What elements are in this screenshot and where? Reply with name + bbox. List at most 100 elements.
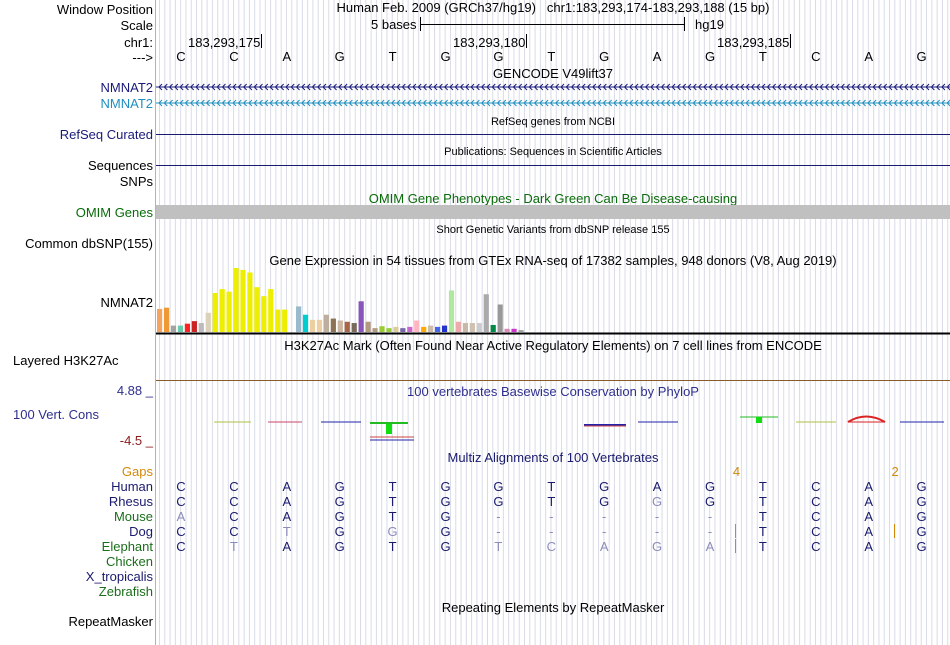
gtex-tissue-bar[interactable] bbox=[219, 289, 225, 332]
aligned-base: T bbox=[758, 539, 767, 554]
gencode-transcript-2[interactable] bbox=[156, 99, 950, 107]
conservation-plot[interactable] bbox=[156, 395, 950, 455]
gtex-tissue-bar[interactable] bbox=[163, 307, 170, 332]
scale-bar-tick-left bbox=[420, 17, 421, 31]
conservation-track-title: 100 vertebrates Basewise Conservation by… bbox=[407, 384, 699, 399]
gtex-tissue-bar[interactable] bbox=[379, 326, 385, 332]
gtex-tissue-bar[interactable] bbox=[254, 287, 260, 332]
gtex-tissue-bar[interactable] bbox=[435, 326, 441, 332]
aligned-base: - bbox=[549, 524, 554, 539]
gtex-bar-chart[interactable] bbox=[156, 265, 950, 335]
species-label[interactable]: Zebrafish bbox=[98, 584, 153, 599]
gtex-tissue-bar[interactable] bbox=[525, 330, 531, 332]
aligned-base: T bbox=[388, 509, 397, 524]
species-label[interactable]: Rhesus bbox=[108, 494, 153, 509]
gtex-tissue-bar[interactable] bbox=[372, 328, 378, 332]
species-label[interactable]: Chicken bbox=[106, 554, 153, 569]
gtex-tissue-bar[interactable] bbox=[240, 269, 246, 332]
publications-track-label[interactable]: Sequences bbox=[87, 158, 153, 173]
aligned-base: - bbox=[654, 509, 660, 524]
species-label[interactable]: Mouse bbox=[113, 509, 153, 524]
gencode-gene-label-1[interactable]: NMNAT2 bbox=[100, 80, 153, 95]
gtex-tissue-bar[interactable] bbox=[490, 324, 496, 332]
gtex-tissue-bar[interactable] bbox=[455, 321, 462, 332]
gtex-tissue-bar[interactable] bbox=[323, 314, 329, 332]
gtex-tissue-bar[interactable] bbox=[309, 319, 316, 332]
gtex-tissue-bar[interactable] bbox=[441, 325, 448, 332]
h3k27ac-track-title: H3K27Ac Mark (Often Found Near Active Re… bbox=[284, 338, 822, 353]
gtex-tissue-bar[interactable] bbox=[302, 314, 309, 332]
gtex-track-label[interactable]: NMNAT2 bbox=[100, 295, 153, 310]
gtex-tissue-bar[interactable] bbox=[344, 321, 350, 332]
gtex-tissue-bar[interactable] bbox=[275, 309, 281, 332]
gtex-tissue-bar[interactable] bbox=[205, 312, 211, 332]
gtex-tissue-bar[interactable] bbox=[282, 309, 288, 332]
gtex-tissue-bar[interactable] bbox=[462, 323, 468, 332]
gtex-tissue-bar[interactable] bbox=[504, 328, 510, 332]
gtex-tissue-bar[interactable] bbox=[497, 304, 503, 332]
conservation-track-label[interactable]: 100 Vert. Cons bbox=[13, 407, 99, 422]
gtex-tissue-bar[interactable] bbox=[448, 290, 455, 332]
gtex-tissue-bar[interactable] bbox=[337, 320, 343, 332]
gtex-tissue-bar[interactable] bbox=[421, 326, 427, 332]
gtex-tissue-bar[interactable] bbox=[247, 272, 253, 332]
gencode-gene-label-2[interactable]: NMNAT2 bbox=[100, 96, 153, 111]
repeatmasker-track-label[interactable]: RepeatMasker bbox=[68, 614, 153, 629]
omim-feature-bar[interactable] bbox=[156, 205, 950, 219]
base-letter: G bbox=[704, 49, 716, 64]
aligned-base: G bbox=[493, 494, 504, 509]
gtex-tissue-bar[interactable] bbox=[469, 323, 475, 332]
gtex-tissue-bar[interactable] bbox=[226, 291, 232, 332]
species-label[interactable]: Elephant bbox=[101, 539, 153, 554]
gtex-tissue-bar[interactable] bbox=[518, 330, 524, 332]
gtex-tissue-bar[interactable] bbox=[358, 301, 364, 332]
gtex-tissue-bar[interactable] bbox=[191, 321, 197, 332]
gencode-transcript-1[interactable] bbox=[156, 83, 950, 91]
gtex-tissue-bar[interactable] bbox=[351, 323, 357, 332]
base-letter: G bbox=[334, 49, 345, 64]
gtex-tissue-bar[interactable] bbox=[261, 296, 267, 332]
gtex-tissue-bar[interactable] bbox=[177, 325, 184, 332]
conservation-min-label: -4.5 _ bbox=[119, 433, 153, 448]
gtex-tissue-bar[interactable] bbox=[386, 328, 392, 332]
base-letter: T bbox=[388, 49, 397, 64]
gtex-tissue-bar[interactable] bbox=[233, 268, 239, 332]
dbsnp-track-label[interactable]: Common dbSNP(155) bbox=[25, 236, 153, 251]
gtex-tissue-bar[interactable] bbox=[198, 323, 204, 332]
gtex-tissue-bar[interactable] bbox=[400, 328, 406, 332]
gtex-tissue-bar[interactable] bbox=[393, 326, 399, 332]
omim-track-label[interactable]: OMIM Genes bbox=[75, 205, 153, 220]
gtex-tissue-bar[interactable] bbox=[212, 292, 218, 332]
gtex-tissue-bar[interactable] bbox=[268, 289, 274, 332]
gtex-tissue-bar[interactable] bbox=[330, 318, 336, 332]
gtex-tissue-bar[interactable] bbox=[184, 323, 190, 332]
gtex-tissue-bar[interactable] bbox=[365, 321, 371, 332]
refseq-track-label[interactable]: RefSeq Curated bbox=[59, 127, 153, 142]
gencode-transcripts[interactable] bbox=[156, 80, 950, 110]
gtex-tissue-bar[interactable] bbox=[157, 308, 163, 332]
aligned-base: A bbox=[864, 524, 874, 539]
species-label[interactable]: X_tropicalis bbox=[85, 569, 153, 584]
species-label[interactable]: Dog bbox=[129, 524, 153, 539]
h3k27ac-baseline[interactable] bbox=[156, 380, 950, 381]
gtex-tissue-bar[interactable] bbox=[483, 294, 489, 332]
h3k27ac-track-label[interactable]: Layered H3K27Ac bbox=[13, 353, 119, 368]
gtex-tissue-bar[interactable] bbox=[407, 326, 413, 332]
gtex-tissue-bar[interactable] bbox=[296, 306, 302, 332]
gtex-tissue-bar[interactable] bbox=[170, 325, 177, 332]
species-label[interactable]: Human bbox=[111, 479, 153, 494]
aligned-base: G bbox=[599, 494, 610, 509]
gtex-tissue-bar[interactable] bbox=[476, 323, 482, 332]
gtex-tissue-bar[interactable] bbox=[511, 328, 517, 332]
gap-count: 4 bbox=[732, 464, 741, 479]
publications-line[interactable] bbox=[156, 165, 950, 166]
aligned-base: T bbox=[758, 509, 767, 524]
gtex-tissue-bar[interactable] bbox=[414, 320, 420, 332]
aligned-base: G bbox=[334, 539, 345, 554]
gtex-tissue-bar[interactable] bbox=[428, 325, 434, 332]
base-letter: A bbox=[282, 49, 292, 64]
gtex-tissue-bar[interactable] bbox=[316, 319, 323, 332]
base-letter: G bbox=[493, 49, 504, 64]
refseq-gene-line[interactable] bbox=[156, 134, 950, 135]
